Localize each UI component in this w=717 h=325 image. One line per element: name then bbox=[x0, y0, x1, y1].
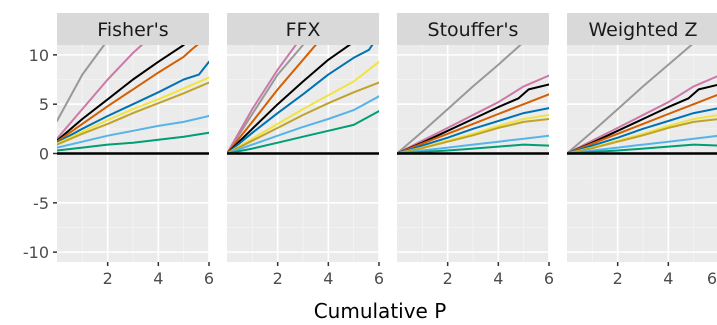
y-tick-label: 10 bbox=[29, 46, 49, 65]
series-group bbox=[567, 45, 717, 155]
x-tick-label: 4 bbox=[153, 269, 163, 288]
x-tick-label: 6 bbox=[374, 269, 384, 288]
series-line bbox=[227, 110, 379, 155]
facet-strip bbox=[567, 13, 717, 45]
y-tick-label: -10 bbox=[23, 243, 49, 262]
series-line bbox=[397, 74, 549, 155]
series-line bbox=[567, 143, 717, 155]
x-tick-label: 4 bbox=[323, 269, 333, 288]
x-tick-label: 2 bbox=[443, 269, 453, 288]
x-tick-label: 2 bbox=[613, 269, 623, 288]
series-line bbox=[227, 45, 297, 155]
facet-title: Fisher's bbox=[97, 19, 168, 41]
series-line bbox=[397, 83, 549, 155]
facet-title: Stouffer's bbox=[428, 19, 519, 41]
facet-title: FFX bbox=[286, 19, 321, 41]
series-line bbox=[397, 45, 522, 155]
series-line bbox=[57, 131, 209, 152]
series-line bbox=[567, 118, 717, 155]
facet-title: Weighted Z bbox=[589, 19, 698, 41]
series-group bbox=[397, 45, 549, 155]
series-line bbox=[227, 45, 352, 155]
y-axis: -10 -5 0 5 10 bbox=[23, 46, 57, 262]
y-tick-label: 0 bbox=[39, 145, 49, 164]
series-line bbox=[227, 45, 305, 155]
series-line bbox=[397, 93, 549, 155]
series-line bbox=[227, 60, 379, 155]
x-tick-label: 6 bbox=[204, 269, 214, 288]
series-line bbox=[57, 60, 209, 144]
series-line bbox=[397, 134, 549, 155]
series-line bbox=[567, 45, 693, 155]
series-line bbox=[567, 94, 717, 155]
series-group bbox=[227, 45, 379, 155]
facet-panel: Weighted Z 2 4 6 bbox=[567, 13, 717, 288]
facet-panel: Fisher's 2 4 6 bbox=[57, 13, 214, 288]
series-line bbox=[397, 107, 549, 155]
y-tick-label: 5 bbox=[39, 95, 49, 114]
series-line bbox=[567, 134, 717, 155]
x-tick-label: 2 bbox=[103, 269, 113, 288]
facet-strip bbox=[397, 13, 549, 45]
series-line bbox=[567, 107, 717, 155]
series-line bbox=[227, 45, 374, 155]
facet-panel: FFX 2 4 6 bbox=[227, 13, 384, 288]
series-line bbox=[567, 75, 717, 155]
facet-panel: Stouffer's 2 4 6 bbox=[397, 13, 554, 288]
series-line bbox=[397, 143, 549, 155]
x-tick-label: 4 bbox=[493, 269, 503, 288]
series-group bbox=[57, 45, 209, 155]
x-tick-label: 6 bbox=[544, 269, 554, 288]
x-tick-label: 4 bbox=[663, 269, 673, 288]
y-tick-label: -5 bbox=[33, 194, 49, 213]
series-line bbox=[567, 83, 717, 155]
series-line bbox=[57, 76, 209, 145]
series-line bbox=[57, 45, 106, 122]
series-line bbox=[227, 81, 379, 155]
facet-strip bbox=[227, 13, 379, 45]
x-tick-label: 2 bbox=[273, 269, 283, 288]
x-tick-label: 6 bbox=[707, 269, 717, 288]
series-line bbox=[227, 95, 379, 155]
series-line bbox=[57, 45, 144, 140]
series-line bbox=[57, 115, 209, 149]
x-axis-title: Cumulative P bbox=[314, 299, 447, 323]
series-line bbox=[397, 118, 549, 155]
series-line bbox=[227, 45, 317, 155]
series-line bbox=[57, 45, 199, 143]
series-line bbox=[57, 45, 185, 142]
facet-strip bbox=[57, 13, 209, 45]
series-line bbox=[57, 81, 209, 146]
